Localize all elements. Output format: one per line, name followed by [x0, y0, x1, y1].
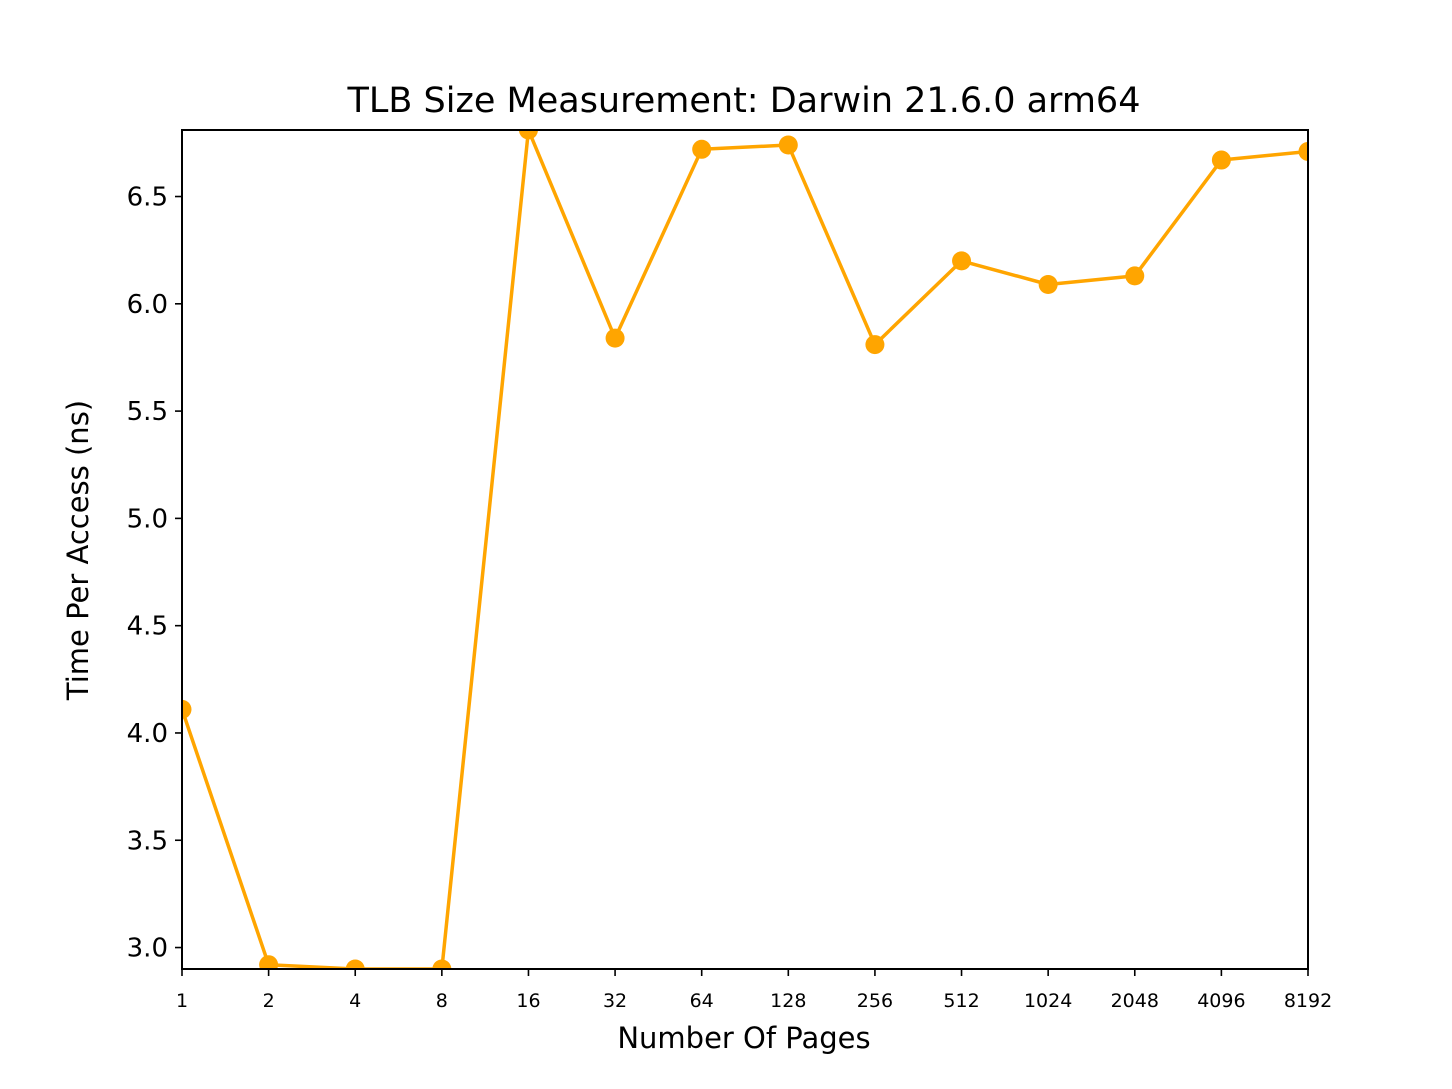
x-tick-label: 64 [690, 990, 714, 1012]
data-point [605, 328, 625, 348]
y-tick-label: 3.5 [127, 826, 168, 856]
y-tick-label: 3.0 [127, 934, 168, 964]
data-point [1298, 141, 1308, 161]
data-point [259, 955, 279, 969]
x-tick-label: 8 [436, 990, 448, 1012]
y-tick-label: 4.5 [127, 612, 168, 642]
data-point [952, 251, 972, 271]
data-point [865, 335, 885, 355]
x-tick-label: 32 [603, 990, 627, 1012]
data-point [182, 699, 192, 719]
x-tick-label: 128 [770, 990, 806, 1012]
data-point [345, 959, 365, 969]
x-tick-label: 256 [857, 990, 893, 1012]
y-tick-label: 6.0 [127, 290, 168, 320]
x-tick-label: 2 [263, 990, 275, 1012]
chart-title: TLB Size Measurement: Darwin 21.6.0 arm6… [347, 81, 1141, 121]
x-tick-label: 8192 [1284, 990, 1332, 1012]
y-tick-label: 5.5 [127, 397, 168, 427]
plot-frame [181, 129, 1309, 970]
x-tick-label: 1 [176, 990, 188, 1012]
data-point [1211, 150, 1231, 170]
x-tick-label: 512 [943, 990, 979, 1012]
data-point [518, 130, 538, 140]
plot-area: 1 2 4 8 16 32 64 128 256 512 1024 2048 4096 8192 3.0 3.… [127, 129, 1332, 1012]
y-tick-label: 6.5 [127, 183, 168, 213]
y-axis-label: Time Per Access (ns) [61, 400, 95, 701]
data-point [778, 135, 798, 155]
data-point [1125, 266, 1145, 286]
x-tick-label: 4 [349, 990, 361, 1012]
series-line [182, 130, 1308, 969]
y-tick-label: 4.0 [127, 719, 168, 749]
x-tick-label: 1024 [1024, 990, 1072, 1012]
data-point [692, 139, 712, 159]
data-point [1038, 275, 1058, 294]
x-axis-label: Number Of Pages [617, 1021, 870, 1055]
x-tick-label: 4096 [1197, 990, 1245, 1012]
x-tick-label: 16 [516, 990, 540, 1012]
data-point [432, 959, 452, 969]
y-tick-label: 5.0 [127, 504, 168, 534]
x-tick-label: 2048 [1111, 990, 1159, 1012]
